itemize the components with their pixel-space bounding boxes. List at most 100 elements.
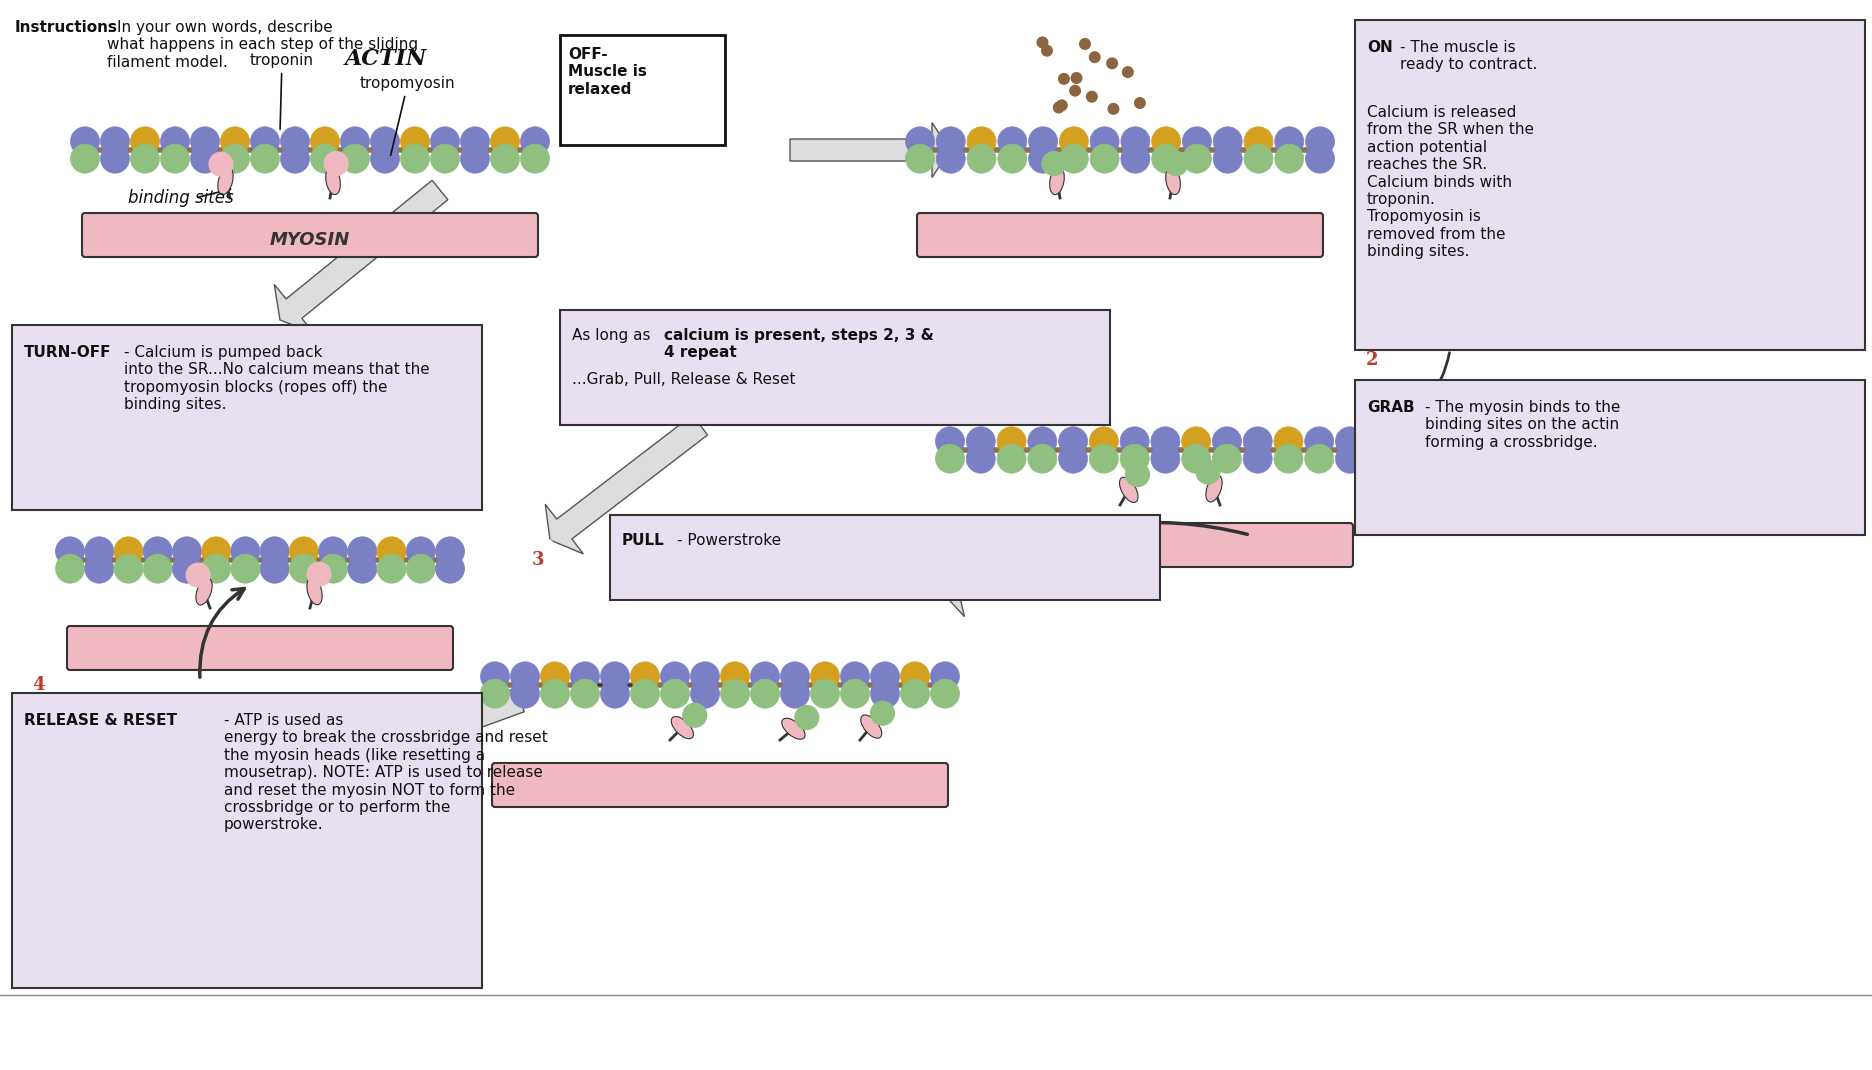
Circle shape <box>541 662 569 691</box>
Circle shape <box>1086 91 1097 103</box>
FancyArrow shape <box>275 181 447 333</box>
Circle shape <box>1121 66 1134 78</box>
Circle shape <box>84 537 114 566</box>
Text: binding sites: binding sites <box>127 189 234 207</box>
Circle shape <box>998 444 1026 473</box>
Ellipse shape <box>217 167 234 195</box>
Ellipse shape <box>197 578 212 605</box>
Text: ON: ON <box>1367 40 1393 55</box>
Circle shape <box>520 144 550 173</box>
Circle shape <box>661 662 689 691</box>
Text: As long as: As long as <box>573 328 655 343</box>
Circle shape <box>290 554 318 583</box>
Circle shape <box>281 127 309 156</box>
Circle shape <box>1058 427 1088 456</box>
Circle shape <box>1058 444 1088 473</box>
Circle shape <box>318 697 348 725</box>
Circle shape <box>202 714 230 744</box>
Circle shape <box>1305 127 1335 156</box>
Circle shape <box>1181 444 1211 473</box>
Circle shape <box>1151 444 1179 473</box>
Circle shape <box>1350 6 1395 50</box>
Circle shape <box>172 554 202 583</box>
Circle shape <box>601 662 629 691</box>
Circle shape <box>1119 427 1149 456</box>
Circle shape <box>1037 36 1048 48</box>
Text: - Powerstroke: - Powerstroke <box>678 533 781 548</box>
Circle shape <box>161 127 189 156</box>
Circle shape <box>230 697 260 725</box>
Circle shape <box>936 427 964 456</box>
FancyBboxPatch shape <box>917 213 1324 257</box>
Circle shape <box>691 679 719 708</box>
FancyArrow shape <box>545 415 708 554</box>
Circle shape <box>202 537 230 566</box>
Circle shape <box>517 538 560 582</box>
Ellipse shape <box>326 167 341 195</box>
Circle shape <box>230 714 260 744</box>
Circle shape <box>142 537 172 566</box>
Circle shape <box>230 537 260 566</box>
Circle shape <box>142 697 172 725</box>
Circle shape <box>406 697 436 725</box>
Circle shape <box>490 127 520 156</box>
FancyBboxPatch shape <box>67 626 453 670</box>
Circle shape <box>1164 152 1189 175</box>
Text: RELEASE & RESET: RELEASE & RESET <box>24 713 178 728</box>
Circle shape <box>936 144 966 173</box>
Circle shape <box>1106 58 1118 70</box>
Text: troponin: troponin <box>251 54 314 129</box>
Circle shape <box>930 679 960 708</box>
Circle shape <box>324 152 348 175</box>
Circle shape <box>631 679 659 708</box>
Circle shape <box>870 701 895 725</box>
Circle shape <box>1090 427 1118 456</box>
Circle shape <box>968 144 996 173</box>
FancyBboxPatch shape <box>610 515 1161 600</box>
Circle shape <box>1121 127 1149 156</box>
Circle shape <box>1052 102 1065 113</box>
Text: 1: 1 <box>1367 19 1378 37</box>
Text: Calcium is released
from the SR when the
action potential
reaches the SR.
Calciu: Calcium is released from the SR when the… <box>1367 105 1533 259</box>
Circle shape <box>161 144 189 173</box>
Circle shape <box>260 697 288 725</box>
Circle shape <box>571 662 599 691</box>
Circle shape <box>376 714 406 744</box>
Circle shape <box>721 679 749 708</box>
Circle shape <box>1245 144 1273 173</box>
FancyArrowPatch shape <box>987 522 1247 567</box>
Circle shape <box>1213 444 1241 473</box>
Circle shape <box>1213 127 1243 156</box>
Ellipse shape <box>1166 167 1181 195</box>
Ellipse shape <box>672 717 693 738</box>
Circle shape <box>1121 144 1149 173</box>
Circle shape <box>131 127 159 156</box>
Circle shape <box>461 144 489 173</box>
Circle shape <box>481 679 509 708</box>
Circle shape <box>376 554 406 583</box>
Circle shape <box>221 127 249 156</box>
Text: - ATP is used as
energy to break the crossbridge and reset
the myosin heads (lik: - ATP is used as energy to break the cro… <box>225 713 548 832</box>
Circle shape <box>172 697 202 725</box>
Text: 4: 4 <box>32 676 45 694</box>
FancyBboxPatch shape <box>1355 380 1865 535</box>
Circle shape <box>1196 460 1221 484</box>
Ellipse shape <box>1119 477 1138 503</box>
Text: - The myosin binds to the
binding sites on the actin
forming a crossbridge.: - The myosin binds to the binding sites … <box>1425 400 1621 449</box>
Circle shape <box>1213 427 1241 456</box>
FancyBboxPatch shape <box>492 763 947 807</box>
Circle shape <box>601 679 629 708</box>
Circle shape <box>311 144 339 173</box>
Circle shape <box>56 697 84 725</box>
Circle shape <box>114 554 142 583</box>
FancyArrow shape <box>300 688 524 804</box>
Circle shape <box>870 679 900 708</box>
Circle shape <box>481 662 509 691</box>
Ellipse shape <box>782 718 805 739</box>
FancyArrowPatch shape <box>1385 353 1449 430</box>
Circle shape <box>461 127 489 156</box>
Circle shape <box>202 554 230 583</box>
Ellipse shape <box>307 578 322 605</box>
Circle shape <box>1151 144 1181 173</box>
Circle shape <box>84 554 114 583</box>
